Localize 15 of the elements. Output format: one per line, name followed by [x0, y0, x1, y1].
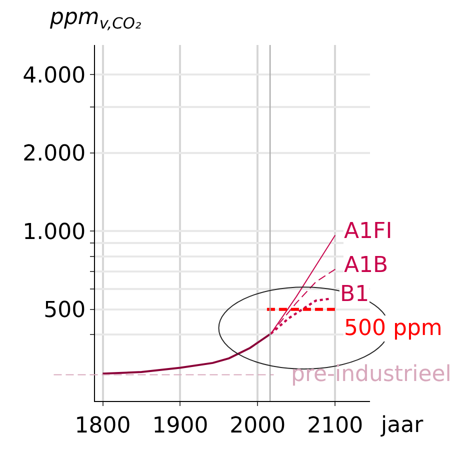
y-tick-label: 4.000 — [22, 63, 86, 88]
x-tick-label: 1900 — [152, 413, 208, 438]
ref-line-label: pre-industrieel — [291, 362, 452, 387]
series-label: 500 ppm — [344, 316, 442, 341]
series-label: A1FI — [344, 219, 392, 244]
y-tick-label: 2.000 — [22, 142, 86, 167]
x-tick-label: 2100 — [307, 413, 364, 438]
x-tick-label: 2000 — [230, 413, 286, 438]
y-axis-title: ppm$_{v,CO₂}$ — [49, 5, 142, 33]
series-label: A1B — [344, 253, 388, 278]
y-tick-label: 1.000 — [22, 220, 86, 245]
x-axis-title: jaar — [380, 413, 424, 438]
y-tick-label: 500 — [44, 298, 86, 324]
series-label: B1 — [340, 282, 370, 307]
x-tick-label: 1800 — [74, 413, 131, 438]
